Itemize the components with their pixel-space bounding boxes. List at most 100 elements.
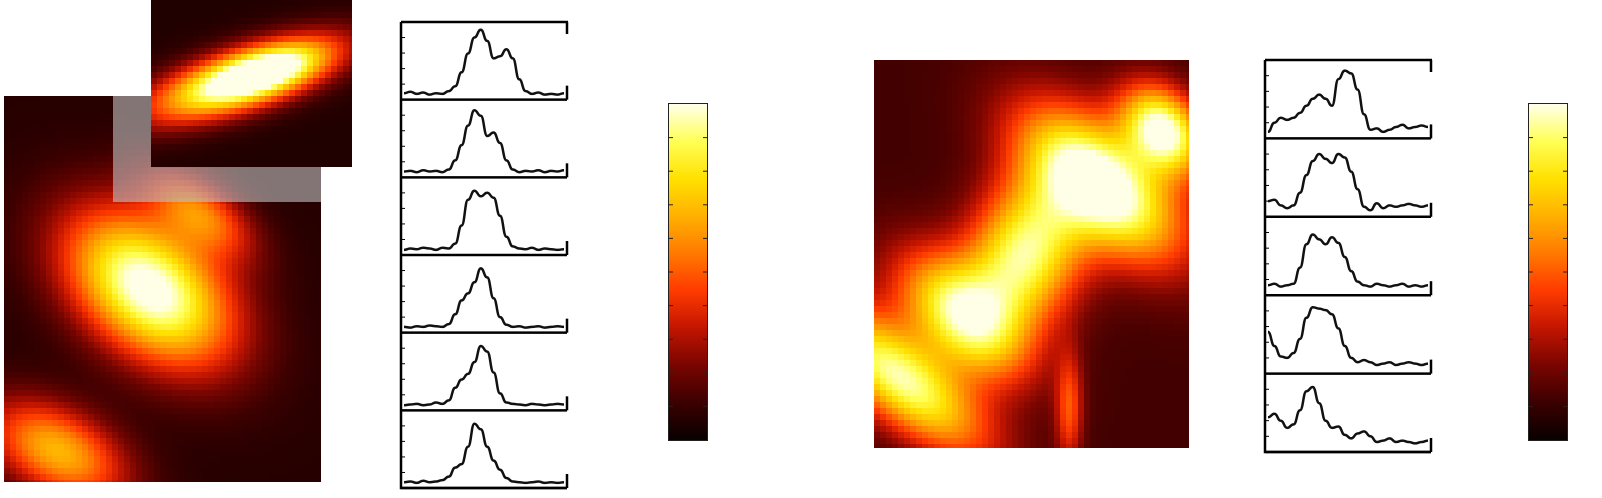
- left-heatmap-cell: [130, 366, 137, 373]
- left-heatmap-cell: [148, 300, 155, 307]
- left-inset-cell: [217, 102, 224, 109]
- left-heatmap-cell: [166, 234, 173, 241]
- left-inset-cell: [157, 84, 164, 91]
- left-inset-cell: [175, 90, 182, 97]
- left-heatmap-cell: [220, 474, 227, 481]
- left-heatmap-cell: [286, 246, 293, 253]
- right-heatmap-cell: [946, 78, 953, 85]
- left-heatmap-cell: [100, 180, 107, 187]
- left-heatmap-cell: [292, 276, 299, 283]
- left-colorbar-band: [669, 238, 707, 241]
- left-inset-cell: [349, 144, 352, 151]
- left-heatmap-cell: [106, 402, 113, 409]
- left-heatmap-cell: [40, 402, 47, 409]
- left-heatmap-cell: [130, 390, 137, 397]
- left-heatmap-cell: [238, 384, 245, 391]
- left-colorbar-band: [669, 148, 707, 151]
- left-colorbar-band: [669, 136, 707, 139]
- right-heatmap-cell: [928, 90, 935, 97]
- left-heatmap-cell: [130, 204, 137, 211]
- left-inset-cell: [283, 120, 290, 127]
- left-heatmap-cell: [70, 480, 77, 482]
- left-heatmap-cell: [178, 264, 185, 271]
- left-heatmap-cell: [148, 222, 155, 229]
- left-heatmap-cell: [190, 312, 197, 319]
- left-heatmap-cell: [316, 378, 321, 385]
- left-heatmap-cell: [244, 264, 251, 271]
- left-heatmap-cell: [4, 150, 11, 157]
- left-heatmap-cell: [118, 480, 125, 482]
- left-heatmap-cell: [100, 336, 107, 343]
- left-inset-cell: [337, 42, 344, 49]
- left-heatmap-cell: [46, 348, 53, 355]
- left-heatmap-cell: [22, 378, 29, 385]
- left-heatmap-cell: [160, 222, 167, 229]
- left-heatmap-cell: [154, 336, 161, 343]
- left-heatmap-cell: [28, 150, 35, 157]
- left-inset-cell: [295, 84, 302, 91]
- left-heatmap-cell: [118, 372, 125, 379]
- left-heatmap-cell: [244, 246, 251, 253]
- left-heatmap-cell: [316, 246, 321, 253]
- left-heatmap-cell: [196, 468, 203, 475]
- left-inset-cell: [283, 54, 290, 61]
- left-inset-cell: [259, 12, 266, 19]
- left-heatmap-cell: [256, 420, 263, 427]
- left-heatmap-cell: [286, 390, 293, 397]
- left-heatmap-cell: [148, 294, 155, 301]
- right-heatmap-cell: [1108, 78, 1115, 85]
- left-heatmap-cell: [274, 438, 281, 445]
- left-inset-cell: [247, 6, 254, 13]
- left-inset-cell: [217, 156, 224, 163]
- left-heatmap-cell: [124, 378, 131, 385]
- left-inset-cell: [151, 144, 158, 151]
- left-heatmap-cell: [118, 336, 125, 343]
- left-heatmap-cell: [262, 402, 269, 409]
- left-inset-cell: [175, 126, 182, 133]
- left-heatmap-cell: [280, 240, 287, 247]
- left-heatmap-cell: [16, 162, 23, 169]
- left-heatmap-cell: [226, 384, 233, 391]
- left-heatmap-cell: [292, 408, 299, 415]
- left-heatmap-cell: [280, 294, 287, 301]
- left-heatmap-cell: [304, 300, 311, 307]
- right-heatmap-cell: [1120, 84, 1127, 91]
- left-inset-cell: [307, 60, 314, 67]
- left-inset-cell: [181, 96, 188, 103]
- left-colorbar-band: [669, 366, 707, 369]
- left-heatmap-cell: [202, 348, 209, 355]
- right-heatmap-cell: [1156, 72, 1163, 79]
- left-heatmap-cell: [58, 108, 65, 115]
- left-heatmap-cell: [184, 474, 191, 481]
- right-heatmap-cell: [1150, 84, 1157, 91]
- right-heatmap-cell: [994, 78, 1001, 85]
- left-heatmap-cell: [196, 480, 203, 482]
- left-heatmap-cell: [10, 336, 17, 343]
- left-heatmap-cell: [124, 480, 131, 482]
- left-inset-cell: [181, 144, 188, 151]
- right-heatmap-cell: [1066, 84, 1073, 91]
- left-inset-cell: [259, 84, 266, 91]
- left-inset-cell: [337, 30, 344, 37]
- left-heatmap-cell: [76, 462, 83, 469]
- left-heatmap-cell: [118, 252, 125, 259]
- left-inset-cell: [289, 150, 296, 157]
- left-heatmap-cell: [256, 294, 263, 301]
- right-heatmap-cell: [1006, 96, 1013, 103]
- left-inset-cell: [223, 42, 230, 49]
- left-heatmap-cell: [310, 366, 317, 373]
- left-inset-cell: [205, 132, 212, 139]
- left-heatmap-cell: [244, 378, 251, 385]
- left-inset-cell: [313, 126, 320, 133]
- left-heatmap-cell: [226, 372, 233, 379]
- left-heatmap-cell: [130, 270, 137, 277]
- left-heatmap-cell: [268, 276, 275, 283]
- right-heatmap-cell: [1030, 72, 1037, 79]
- left-heatmap-cell: [208, 288, 215, 295]
- left-heatmap-cell: [118, 288, 125, 295]
- right-heatmap-cell: [1186, 72, 1189, 79]
- left-inset-cell: [169, 138, 176, 145]
- right-heatmap-cell: [1018, 78, 1025, 85]
- left-inset-cell: [313, 90, 320, 97]
- left-inset-cell: [223, 72, 230, 79]
